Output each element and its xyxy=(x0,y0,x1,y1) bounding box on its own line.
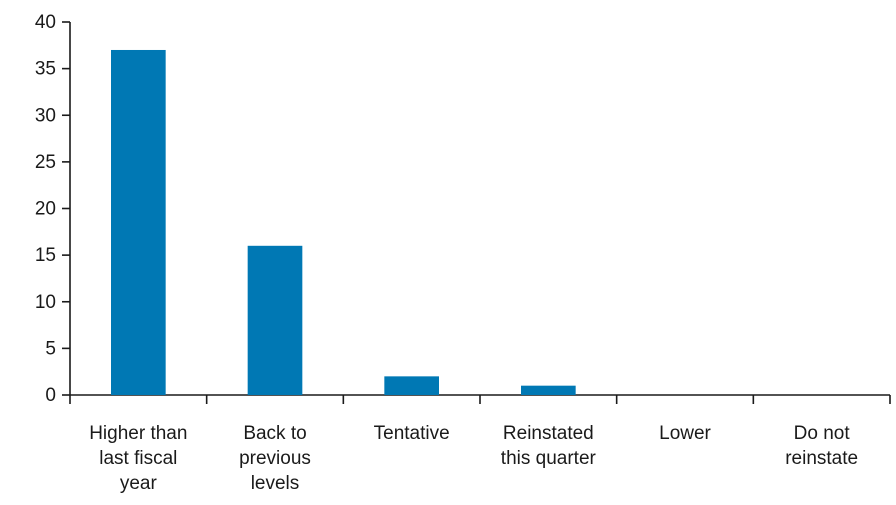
x-category-label-line: reinstate xyxy=(785,448,858,469)
bar xyxy=(384,376,439,395)
y-tick-label: 5 xyxy=(45,338,56,359)
y-tick-label: 15 xyxy=(35,245,56,266)
y-tick-label: 10 xyxy=(35,292,56,313)
x-category-label-line: Lower xyxy=(659,423,711,444)
y-tick-label: 40 xyxy=(35,12,56,33)
x-category-label: Do not reinstate xyxy=(785,423,858,469)
y-tick-label: 0 xyxy=(45,385,56,406)
x-category-label-line: this quarter xyxy=(501,448,597,469)
x-category-label-line: last fiscal xyxy=(99,448,177,469)
bar xyxy=(111,49,166,395)
x-category-label-line: levels xyxy=(251,473,300,494)
bar xyxy=(247,245,303,395)
y-tick-label: 35 xyxy=(35,59,56,80)
x-axis: Higher than last fiscal year Back to previou… xyxy=(69,394,891,494)
x-category-label-line: year xyxy=(120,473,158,494)
x-category-label-line: Back to xyxy=(243,423,306,444)
x-category-label: Higher than last fiscal year xyxy=(89,423,187,494)
y-tick-label: 20 xyxy=(35,199,56,220)
x-category-label: Reinstated this quarter xyxy=(501,423,597,469)
x-category-label: Lower xyxy=(659,423,711,444)
x-category-label: Back to previous levels xyxy=(239,423,311,494)
x-category-label: Tentative xyxy=(374,423,450,444)
x-category-label-line: Do not xyxy=(794,423,851,444)
x-category-label-line: Higher than xyxy=(89,423,187,444)
x-category-label-line: Reinstated xyxy=(503,423,594,444)
x-category-label-line: Tentative xyxy=(374,423,450,444)
bar xyxy=(521,385,576,395)
x-category-label-line: previous xyxy=(239,448,311,469)
bars xyxy=(111,49,576,395)
y-tick-label: 25 xyxy=(35,152,56,173)
y-axis: 0 5 10 15 20 25 30 35 40 xyxy=(35,12,71,406)
y-tick-label: 30 xyxy=(35,105,56,126)
